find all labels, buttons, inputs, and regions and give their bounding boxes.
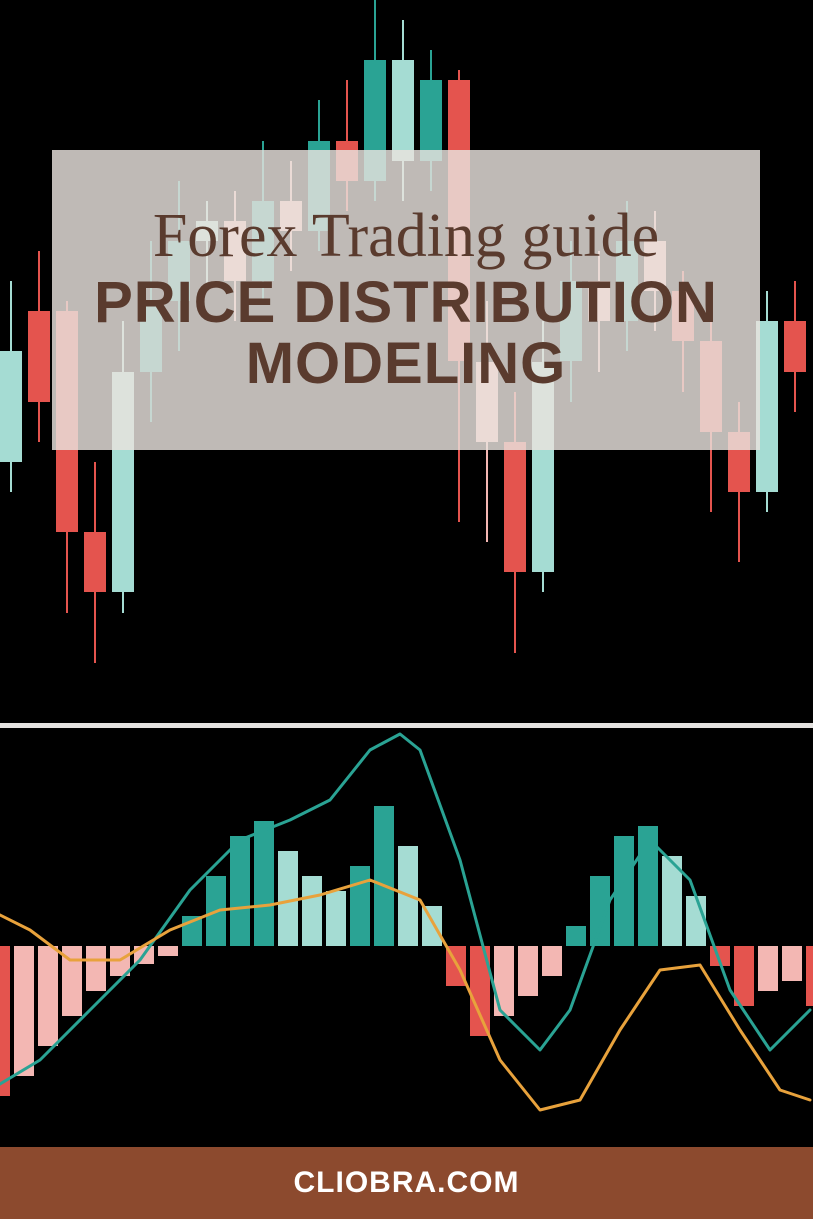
histogram-bar xyxy=(710,946,730,966)
histogram-bar xyxy=(590,876,610,946)
histogram-bar xyxy=(686,896,706,946)
histogram-bar xyxy=(446,946,466,986)
candle xyxy=(0,0,22,723)
histogram-bar xyxy=(0,946,10,1096)
histogram-bar xyxy=(14,946,34,1076)
candle xyxy=(28,0,50,723)
histogram-bar xyxy=(38,946,58,1046)
histogram-bar xyxy=(470,946,490,1036)
histogram-bar xyxy=(134,946,154,964)
panel-divider xyxy=(0,723,813,728)
histogram-bar xyxy=(662,856,682,946)
histogram-bar xyxy=(110,946,130,976)
title-overlay: Forex Trading guide PRICE DISTRIBUTION M… xyxy=(52,150,760,450)
histogram-bar xyxy=(782,946,802,981)
overlay-title: PRICE DISTRIBUTION MODELING xyxy=(72,273,740,395)
histogram-bar xyxy=(734,946,754,1006)
footer-band: CLIOBRA.COM xyxy=(0,1147,813,1219)
histogram-bar xyxy=(398,846,418,946)
histogram-bar xyxy=(542,946,562,976)
histogram-bar xyxy=(206,876,226,946)
macd-histogram-chart xyxy=(0,730,813,1150)
histogram-bar xyxy=(638,826,658,946)
histogram-bar xyxy=(182,916,202,946)
histogram-bar xyxy=(374,806,394,946)
histogram-bar xyxy=(566,926,586,946)
histogram-bar xyxy=(86,946,106,991)
histogram-bar xyxy=(230,836,250,946)
histogram-bar xyxy=(806,946,813,1006)
histogram-bar xyxy=(62,946,82,1016)
histogram-bar xyxy=(278,851,298,946)
histogram-bar xyxy=(614,836,634,946)
footer-text: CLIOBRA.COM xyxy=(294,1166,520,1200)
candle xyxy=(784,0,806,723)
histogram-bar xyxy=(422,906,442,946)
histogram-bar xyxy=(326,891,346,946)
overlay-subtitle: Forex Trading guide xyxy=(153,205,659,267)
histogram-bar xyxy=(350,866,370,946)
histogram-bar xyxy=(302,876,322,946)
histogram-bar xyxy=(518,946,538,996)
histogram-bar xyxy=(494,946,514,1016)
histogram-bar xyxy=(758,946,778,991)
histogram-bar xyxy=(254,821,274,946)
histogram-bar xyxy=(158,946,178,956)
